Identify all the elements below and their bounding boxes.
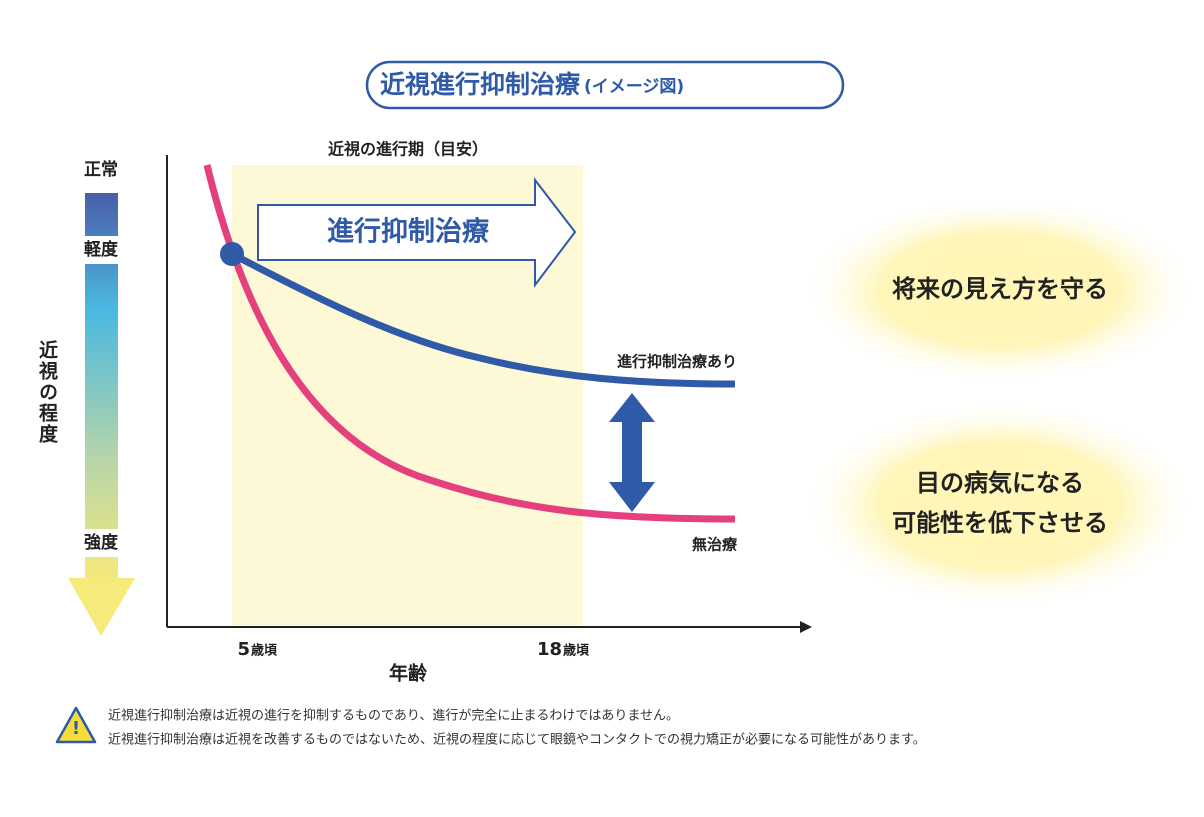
gap-arrow	[609, 393, 655, 512]
level-label: 正常	[84, 159, 118, 180]
glow	[800, 400, 1200, 610]
title-sub: (イメージ図)	[584, 77, 684, 97]
x-tick-number: 18	[537, 639, 562, 660]
note: 近視進行抑制治療は近視を改善するものではないため、近視の程度に応じて眼鏡やコンタ…	[108, 732, 926, 748]
benefit: 目の病気になる	[916, 469, 1084, 497]
start-point	[220, 242, 244, 266]
x-tick-unit: 歳頃	[251, 643, 278, 659]
x-tick-unit: 歳頃	[563, 643, 590, 659]
benefit: 将来の見え方を守る	[892, 275, 1108, 303]
glow	[800, 195, 1200, 385]
x-axis-arrow	[800, 621, 812, 633]
warning-icon	[55, 706, 97, 744]
level-arrow	[68, 578, 135, 636]
period-label: 近視の進行期（目安）	[328, 140, 488, 159]
y-axis-label: 近視の程度	[36, 340, 59, 445]
title-pill	[365, 60, 845, 110]
benefit: 可能性を低下させる	[892, 509, 1108, 537]
note: 近視進行抑制治療は近視の進行を抑制するものであり、進行が完全に止まるわけではあり…	[108, 708, 679, 724]
x-axis-label: 年齢	[389, 662, 428, 685]
warning-mark: !	[72, 718, 80, 739]
curve-label: 無治療	[692, 536, 738, 554]
level-label: 強度	[84, 532, 119, 553]
label-bg	[78, 236, 125, 264]
curve-label: 進行抑制治療あり	[617, 353, 737, 371]
treated-curve	[230, 250, 736, 388]
title: 近視進行抑制治療	[380, 70, 580, 99]
level-label: 軽度	[84, 239, 119, 260]
treatment-arrow	[257, 177, 577, 288]
untreated-curve	[203, 164, 736, 523]
treatment-label: 進行抑制治療	[327, 216, 490, 248]
x-tick-number: 5	[237, 639, 250, 660]
label-bg	[78, 529, 125, 557]
